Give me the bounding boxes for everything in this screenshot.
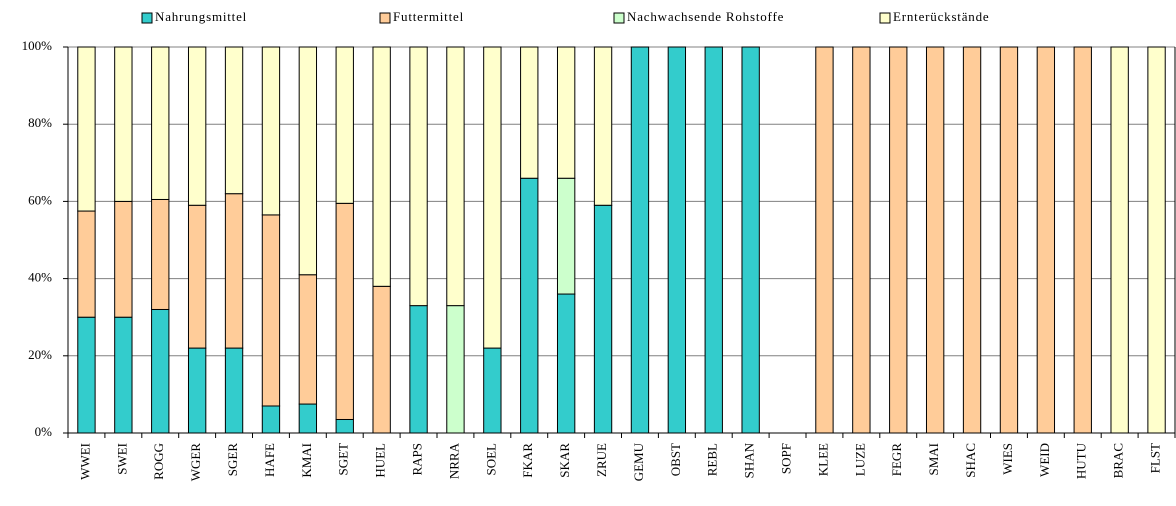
bar-segment [261, 405, 281, 434]
bar-segment [335, 202, 354, 420]
bar-segment [556, 293, 576, 434]
x-tick-label: SGER [225, 443, 240, 477]
x-tick-label: SOEL [483, 443, 498, 476]
bar-segment [1036, 46, 1056, 434]
bar-segment [556, 46, 576, 179]
bar-segment [889, 46, 908, 434]
bar-segment [409, 305, 428, 434]
legend-swatch [613, 12, 625, 24]
legend-label: Futtermittel [393, 9, 464, 24]
x-tick-label: SKAR [557, 443, 572, 478]
x-tick-label: SGET [336, 443, 351, 476]
bar-segment [335, 46, 354, 204]
bar-segment [261, 46, 281, 216]
bar-segment [556, 177, 576, 295]
bar-segment [593, 204, 613, 434]
x-tick-label: SWEI [114, 443, 129, 475]
y-tick-label: 0% [35, 424, 53, 439]
x-tick-label: KMAI [299, 443, 314, 478]
bar-segment [925, 46, 945, 434]
bar-segment [298, 274, 318, 405]
y-tick-label: 20% [28, 347, 52, 362]
bar-segment [704, 46, 723, 434]
bar-segment [335, 418, 354, 434]
bar-segment [667, 46, 687, 434]
bar-segment [1110, 46, 1129, 434]
legend-label: Nachwachsende Rohstoffe [627, 9, 784, 24]
bar-segment [483, 347, 502, 434]
y-tick-label: 60% [28, 192, 52, 207]
bar-segment [1147, 46, 1166, 434]
bar-segment [224, 46, 244, 195]
x-tick-label: KLEE [815, 443, 830, 476]
bar-segment [520, 177, 539, 434]
bar-segment [409, 46, 428, 307]
legend-swatch [141, 12, 153, 24]
bar-segment [224, 193, 244, 349]
x-tick-label: FEGR [889, 443, 904, 477]
x-tick-label: ROGG [151, 443, 166, 480]
x-tick-label: BRAC [1111, 443, 1126, 478]
legend-swatch [379, 12, 391, 24]
bar-segment [114, 46, 133, 202]
bar-segment [815, 46, 834, 434]
bar-segment [187, 204, 207, 349]
bar-segment [187, 347, 207, 434]
bar-segment [77, 46, 96, 212]
legend-label: Nahrungsmittel [155, 9, 247, 24]
y-tick-label: 80% [28, 115, 52, 130]
bar-segment [1073, 46, 1092, 434]
bar-segment [77, 210, 96, 318]
x-tick-label: FKAR [520, 443, 535, 478]
bar-segment [852, 46, 871, 434]
x-tick-label: SOPF [779, 443, 794, 474]
bar-segment [114, 200, 133, 318]
bar-segment [372, 46, 391, 287]
x-tick-label: LUZE [852, 443, 867, 476]
y-tick-label: 100% [22, 38, 53, 53]
x-tick-label: RAPS [410, 443, 425, 476]
x-tick-label: REBL [705, 443, 720, 476]
bar-segment [187, 46, 207, 206]
x-tick-label: FLST [1148, 443, 1163, 473]
x-tick-label: SMAI [926, 443, 941, 476]
x-tick-label: WGER [188, 443, 203, 482]
x-tick-label: WEID [1037, 443, 1052, 477]
y-tick-label: 40% [28, 270, 52, 285]
bar-segment [151, 308, 170, 434]
bar-segment [77, 316, 96, 434]
x-tick-label: NRRA [446, 442, 461, 479]
bar-segment [446, 305, 465, 434]
x-tick-label: WWEI [77, 443, 92, 480]
bar-segment [520, 46, 539, 179]
bar-segment [151, 198, 170, 310]
legend-label: Ernterückstände [893, 9, 989, 24]
x-tick-label: OBST [668, 443, 683, 476]
bar-segment [593, 46, 613, 206]
bar-segment [446, 46, 465, 307]
bar-segment [999, 46, 1019, 434]
bar-segment [151, 46, 170, 200]
bar-segment [261, 214, 281, 407]
x-tick-label: ZRUE [594, 443, 609, 477]
bar-segment [298, 46, 318, 276]
bar-segment [224, 347, 244, 434]
bar-segment [114, 316, 133, 434]
bar-segment [483, 46, 502, 349]
bar-segment [741, 46, 760, 434]
x-tick-label: SHAN [742, 442, 757, 478]
x-tick-label: WIES [1000, 443, 1015, 475]
x-tick-label: GEMU [631, 442, 646, 481]
bar-segment [298, 403, 318, 434]
x-tick-label: HUTU [1074, 442, 1089, 479]
x-tick-label: SHAC [963, 443, 978, 478]
legend-swatch [879, 12, 891, 24]
x-tick-label: HAFE [262, 443, 277, 477]
bar-segment [962, 46, 982, 434]
bar-segment [630, 46, 650, 434]
x-tick-label: HUEL [373, 443, 388, 478]
bar-segment [372, 285, 391, 434]
